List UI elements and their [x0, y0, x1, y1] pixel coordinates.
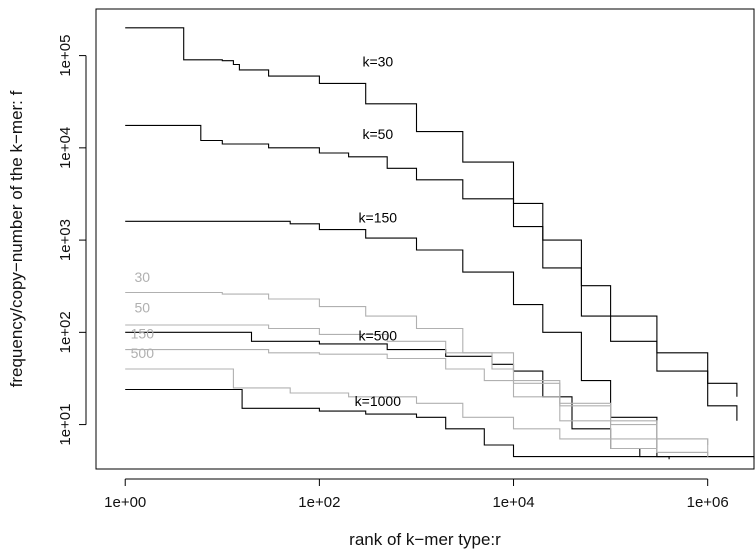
x-axis: 1e+00 1e+02 1e+04 1e+06	[104, 478, 729, 511]
series-label-500: 500	[131, 345, 155, 361]
y-tick-label: 1e+01	[57, 404, 74, 446]
series-label-k-30: k=30	[362, 54, 393, 70]
y-axis: 1e+01 1e+02 1e+03 1e+04 1e+05	[57, 35, 87, 446]
series-label-50: 50	[135, 299, 151, 315]
series-line-150	[125, 349, 709, 457]
y-tick-label: 1e+04	[57, 127, 74, 169]
series-line-k-150	[125, 220, 754, 458]
x-tick-label: 1e+04	[492, 494, 534, 511]
series-label-k-500: k=500	[359, 327, 398, 343]
series-label-150: 150	[131, 325, 155, 341]
series-label-k-150: k=150	[359, 210, 398, 226]
series-labels: k=30 k=50 k=150 k=500 k=1000 30 50 150 500	[131, 54, 402, 409]
x-tick-label: 1e+06	[687, 494, 729, 511]
series-lines	[125, 27, 755, 460]
series-label-k-50: k=50	[362, 126, 393, 142]
plot-frame	[95, 8, 755, 470]
series-line-k-1000	[125, 388, 755, 460]
series-line-50	[125, 324, 709, 453]
x-axis-title: rank of k−mer type:r	[349, 530, 501, 549]
y-tick-label: 1e+02	[57, 311, 74, 353]
series-line-30	[125, 291, 709, 445]
series-label-30: 30	[135, 269, 151, 285]
y-tick-label: 1e+05	[57, 35, 74, 77]
x-tick-label: 1e+00	[104, 494, 146, 511]
series-line-k-30	[125, 27, 738, 397]
x-tick-label: 1e+02	[298, 494, 340, 511]
series-line-k-50	[125, 124, 738, 421]
y-axis-title: frequency/copy−number of the k−mer: f	[7, 90, 26, 387]
series-label-k-1000: k=1000	[355, 393, 402, 409]
y-tick-label: 1e+03	[57, 219, 74, 261]
series-line-500	[125, 368, 709, 457]
